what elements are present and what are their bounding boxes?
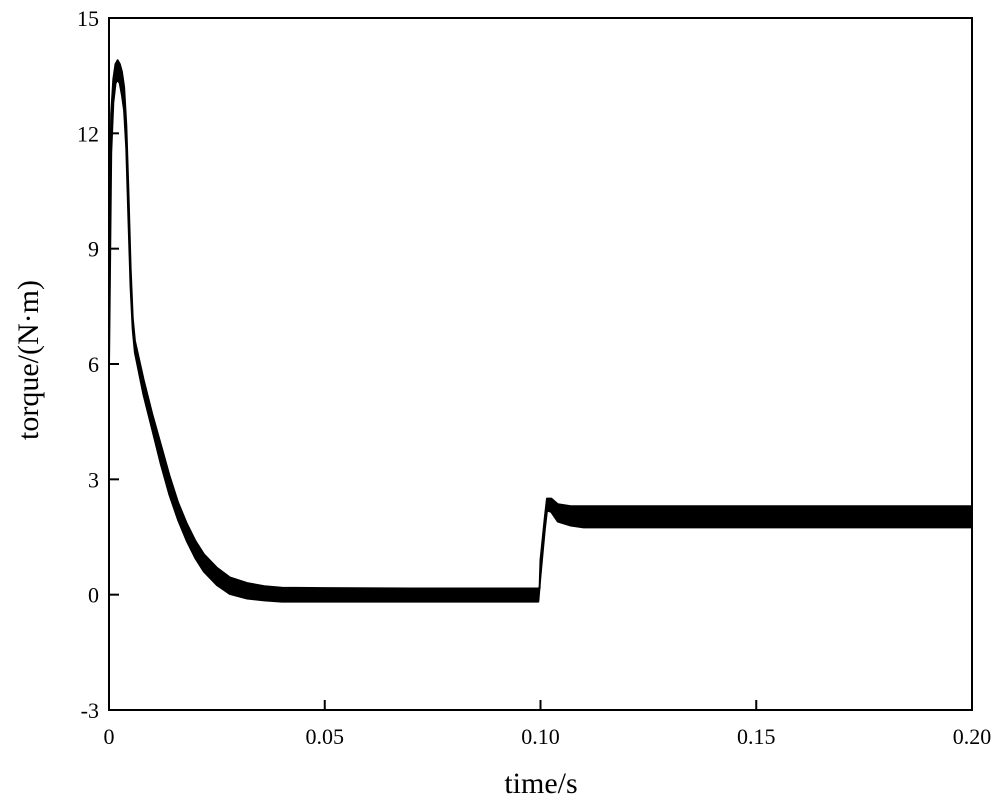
y-tick-label-6: 15 [77,6,99,31]
y-tick-label-5: 12 [77,121,99,146]
x-tick-label-1: 0.05 [306,724,345,749]
x-axis-title: time/s [504,767,577,800]
x-axis-ticks: 0 0.05 0.10 0.15 0.20 [104,700,992,749]
y-tick-label-0: -3 [81,698,99,723]
series-layer [108,59,973,603]
series-band-0 [108,59,973,603]
x-tick-label-2: 0.10 [521,724,560,749]
y-tick-label-1: 0 [88,583,99,608]
plot-border [108,17,973,711]
x-tick-label-3: 0.15 [737,724,776,749]
plot-frame [108,17,973,711]
y-tick-label-2: 3 [88,467,99,492]
y-tick-label-4: 9 [88,237,99,262]
x-tick-label-0: 0 [104,724,115,749]
y-tick-label-3: 6 [88,352,99,377]
y-axis-title: torque/(N·m) [12,280,45,440]
y-axis-ticks: -3 0 3 6 9 12 15 [77,6,119,723]
x-tick-label-4: 0.20 [953,724,992,749]
